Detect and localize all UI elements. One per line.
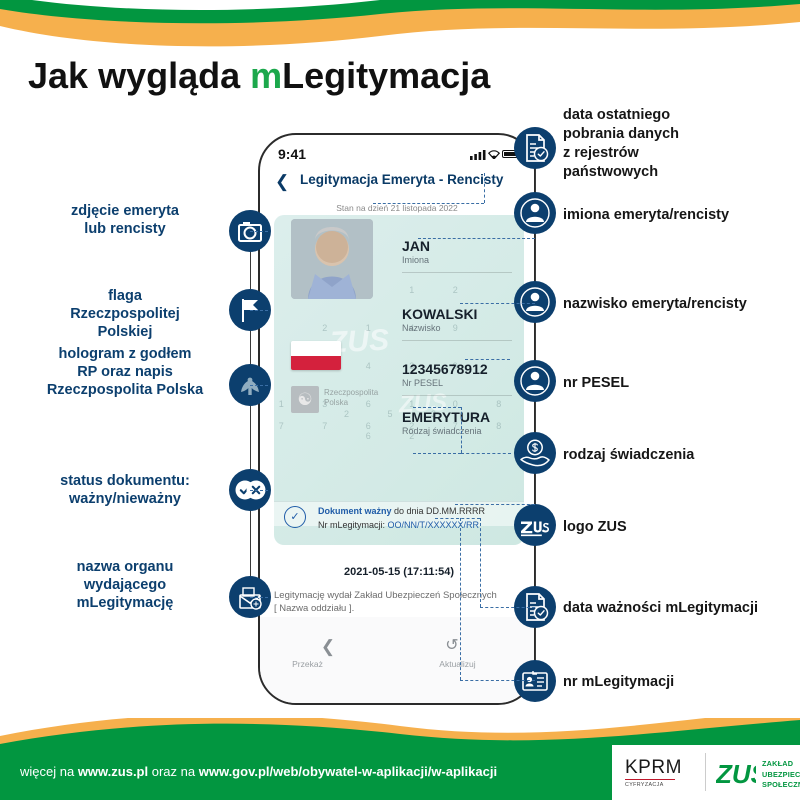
svg-text:ZUS: ZUS [716,759,756,789]
